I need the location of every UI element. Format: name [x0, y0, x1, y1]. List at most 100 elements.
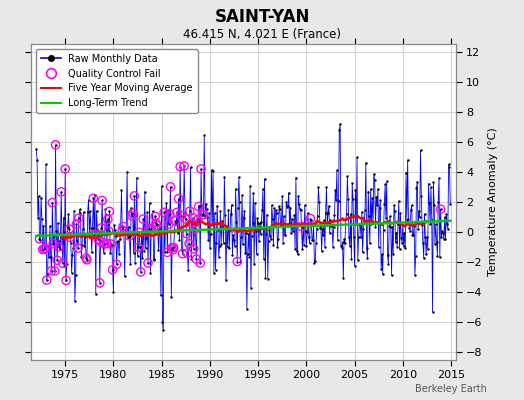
Point [107, 241, 115, 247]
Point [147, 226, 156, 232]
Point [93, 226, 102, 232]
Point [170, 227, 179, 233]
Point [272, 210, 281, 217]
Point [67, 240, 75, 246]
Point [357, 234, 365, 241]
Point [59, 260, 67, 266]
Point [195, 203, 204, 209]
Point [33, 157, 41, 163]
Point [178, 250, 187, 257]
Point [293, 251, 302, 257]
Point [226, 211, 235, 217]
Point [145, 226, 153, 232]
Point [399, 222, 407, 228]
Point [140, 248, 148, 255]
Point [168, 244, 176, 251]
Point [174, 196, 183, 202]
Point [39, 222, 48, 229]
Point [420, 211, 429, 217]
Point [201, 213, 209, 219]
Point [265, 226, 274, 233]
Point [341, 240, 349, 246]
Point [410, 223, 418, 229]
Point [74, 245, 82, 251]
Text: SAINT-YAN: SAINT-YAN [214, 8, 310, 26]
Point [309, 220, 318, 226]
Point [235, 174, 243, 181]
Point [314, 184, 323, 190]
Point [50, 233, 58, 239]
Point [386, 213, 394, 220]
Point [366, 186, 375, 192]
Point [188, 220, 196, 227]
Point [101, 241, 109, 247]
Point [160, 209, 168, 216]
Point [313, 212, 322, 219]
Point [62, 277, 70, 284]
Point [116, 236, 124, 242]
Point [441, 236, 450, 243]
Point [187, 256, 195, 262]
Point [339, 239, 347, 245]
Point [346, 211, 355, 217]
Point [40, 246, 49, 252]
Point [337, 244, 346, 251]
Point [248, 220, 257, 226]
Point [215, 243, 224, 250]
Point [435, 254, 444, 261]
Point [170, 244, 178, 251]
Point [232, 186, 240, 192]
Point [390, 208, 399, 214]
Point [441, 214, 449, 220]
Point [396, 246, 404, 252]
Point [158, 183, 166, 190]
Point [84, 197, 93, 203]
Point [322, 184, 331, 190]
Point [144, 260, 152, 266]
Point [238, 192, 246, 198]
Point [89, 195, 97, 202]
Point [131, 260, 139, 266]
Point [35, 236, 43, 242]
Point [336, 120, 344, 127]
Point [185, 240, 193, 247]
Point [389, 251, 397, 258]
Point [72, 221, 81, 227]
Point [280, 213, 288, 220]
Point [308, 236, 316, 243]
Point [184, 267, 192, 273]
Point [96, 238, 105, 245]
Legend: Raw Monthly Data, Quality Control Fail, Five Year Moving Average, Long-Term Tren: Raw Monthly Data, Quality Control Fail, … [36, 49, 198, 113]
Point [411, 271, 419, 278]
Point [223, 244, 232, 251]
Point [57, 189, 66, 195]
Point [128, 210, 137, 216]
Point [444, 161, 453, 168]
Point [115, 250, 123, 257]
Point [111, 227, 119, 234]
Point [397, 235, 406, 241]
Point [189, 215, 197, 221]
Point [190, 222, 199, 228]
Point [250, 199, 259, 206]
Point [440, 236, 448, 242]
Point [245, 254, 254, 260]
Point [408, 202, 416, 209]
Point [179, 213, 188, 219]
Point [130, 193, 138, 199]
Point [422, 251, 430, 258]
Point [436, 206, 445, 212]
Point [94, 236, 102, 242]
Point [390, 202, 398, 208]
Point [320, 217, 328, 224]
Point [185, 240, 193, 247]
Point [271, 207, 280, 213]
Point [148, 222, 156, 228]
Point [420, 255, 428, 261]
Point [139, 216, 147, 222]
Point [222, 277, 230, 284]
Point [107, 241, 115, 247]
Point [121, 273, 129, 280]
Point [90, 232, 99, 238]
Point [344, 196, 352, 202]
